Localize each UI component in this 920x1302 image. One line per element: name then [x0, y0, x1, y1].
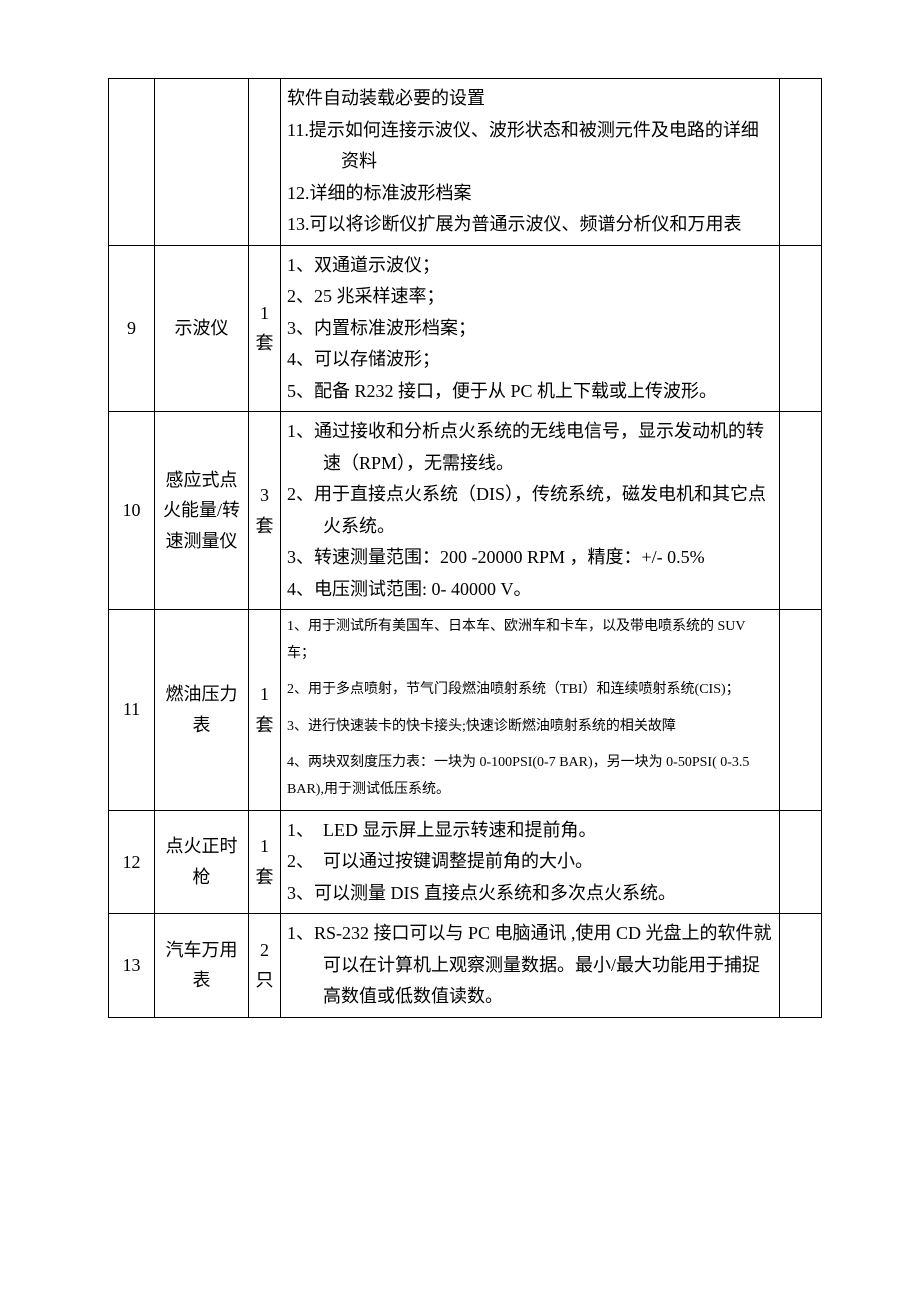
- cell-num: 10: [109, 412, 155, 610]
- cell-name: 点火正时枪: [155, 810, 249, 914]
- cell-spec: 1、双通道示波仪； 2、25 兆采样速率； 3、内置标准波形档案； 4、可以存储…: [281, 245, 780, 412]
- spec-line: 1、用于测试所有美国车、日本车、欧洲车和卡车，以及带电喷系统的 SUV 车；: [287, 614, 773, 667]
- spec-table: 软件自动装载必要的设置 11.提示如何连接示波仪、波形状态和被测元件及电路的详细…: [108, 78, 822, 1018]
- spec-line: 1、RS-232 接口可以与 PC 电脑通讯 ,使用 CD 光盘上的软件就可以在…: [287, 918, 773, 1013]
- cell-spec: 1、用于测试所有美国车、日本车、欧洲车和卡车，以及带电喷系统的 SUV 车； 2…: [281, 610, 780, 811]
- document-page: 软件自动装载必要的设置 11.提示如何连接示波仪、波形状态和被测元件及电路的详细…: [0, 0, 920, 1302]
- spec-line: 4、可以存储波形；: [287, 344, 773, 376]
- cell-extra: [780, 245, 822, 412]
- spec-line: 2、用于直接点火系统（DIS），传统系统，磁发电机和其它点火系统。: [287, 479, 773, 542]
- cell-qty: 1套: [249, 810, 281, 914]
- spec-line: 1、 LED 显示屏上显示转速和提前角。: [287, 815, 773, 847]
- cell-qty: 3套: [249, 412, 281, 610]
- cell-extra: [780, 914, 822, 1018]
- spec-line: 3、可以测量 DIS 直接点火系统和多次点火系统。: [287, 878, 773, 910]
- cell-num: 12: [109, 810, 155, 914]
- cell-num: 13: [109, 914, 155, 1018]
- table-row: 13 汽车万用表 2只 1、RS-232 接口可以与 PC 电脑通讯 ,使用 C…: [109, 914, 822, 1018]
- table-row: 12 点火正时枪 1套 1、 LED 显示屏上显示转速和提前角。 2、 可以通过…: [109, 810, 822, 914]
- spec-line: 3、内置标准波形档案；: [287, 313, 773, 345]
- cell-name: 汽车万用表: [155, 914, 249, 1018]
- table-row: 11 燃油压力表 1套 1、用于测试所有美国车、日本车、欧洲车和卡车，以及带电喷…: [109, 610, 822, 811]
- table-row: 软件自动装载必要的设置 11.提示如何连接示波仪、波形状态和被测元件及电路的详细…: [109, 79, 822, 246]
- cell-name: 燃油压力表: [155, 610, 249, 811]
- cell-name: 示波仪: [155, 245, 249, 412]
- cell-name: [155, 79, 249, 246]
- spec-line: 12.详细的标准波形档案: [287, 178, 773, 210]
- spec-line: 4、电压测试范围: 0- 40000 V。: [287, 574, 773, 606]
- cell-num: [109, 79, 155, 246]
- cell-extra: [780, 810, 822, 914]
- cell-name: 感应式点火能量/转速测量仪: [155, 412, 249, 610]
- cell-qty: 1套: [249, 245, 281, 412]
- spec-line: 1、双通道示波仪；: [287, 250, 773, 282]
- cell-extra: [780, 412, 822, 610]
- spec-line: 5、配备 R232 接口，便于从 PC 机上下载或上传波形。: [287, 376, 773, 408]
- cell-qty: 1套: [249, 610, 281, 811]
- spec-line: 3、转速测量范围：200 -20000 RPM ，精度：+/- 0.5%: [287, 542, 773, 574]
- spec-line: 3、进行快速装卡的快卡接头;快速诊断燃油喷射系统的相关故障: [287, 714, 773, 741]
- cell-extra: [780, 79, 822, 246]
- cell-spec: 1、RS-232 接口可以与 PC 电脑通讯 ,使用 CD 光盘上的软件就可以在…: [281, 914, 780, 1018]
- table-row: 10 感应式点火能量/转速测量仪 3套 1、通过接收和分析点火系统的无线电信号，…: [109, 412, 822, 610]
- cell-qty: [249, 79, 281, 246]
- cell-extra: [780, 610, 822, 811]
- spec-line: 2、用于多点喷射，节气门段燃油喷射系统（TBI）和连续喷射系统(CIS)；: [287, 677, 773, 704]
- spec-line: 1、通过接收和分析点火系统的无线电信号，显示发动机的转速（RPM），无需接线。: [287, 416, 773, 479]
- cell-qty: 2只: [249, 914, 281, 1018]
- spec-line: 13.可以将诊断仪扩展为普通示波仪、频谱分析仪和万用表: [287, 209, 773, 241]
- cell-num: 9: [109, 245, 155, 412]
- cell-num: 11: [109, 610, 155, 811]
- cell-spec: 软件自动装载必要的设置 11.提示如何连接示波仪、波形状态和被测元件及电路的详细…: [281, 79, 780, 246]
- cell-spec: 1、 LED 显示屏上显示转速和提前角。 2、 可以通过按键调整提前角的大小。 …: [281, 810, 780, 914]
- spec-line: 软件自动装载必要的设置: [287, 83, 773, 115]
- cell-spec: 1、通过接收和分析点火系统的无线电信号，显示发动机的转速（RPM），无需接线。 …: [281, 412, 780, 610]
- spec-line: 4、两块双刻度压力表：一块为 0-100PSI(0-7 BAR)，另一块为 0-…: [287, 750, 773, 803]
- spec-line: 2、25 兆采样速率；: [287, 281, 773, 313]
- spec-line: 2、 可以通过按键调整提前角的大小。: [287, 846, 773, 878]
- table-row: 9 示波仪 1套 1、双通道示波仪； 2、25 兆采样速率； 3、内置标准波形档…: [109, 245, 822, 412]
- spec-line: 11.提示如何连接示波仪、波形状态和被测元件及电路的详细资料: [287, 115, 773, 178]
